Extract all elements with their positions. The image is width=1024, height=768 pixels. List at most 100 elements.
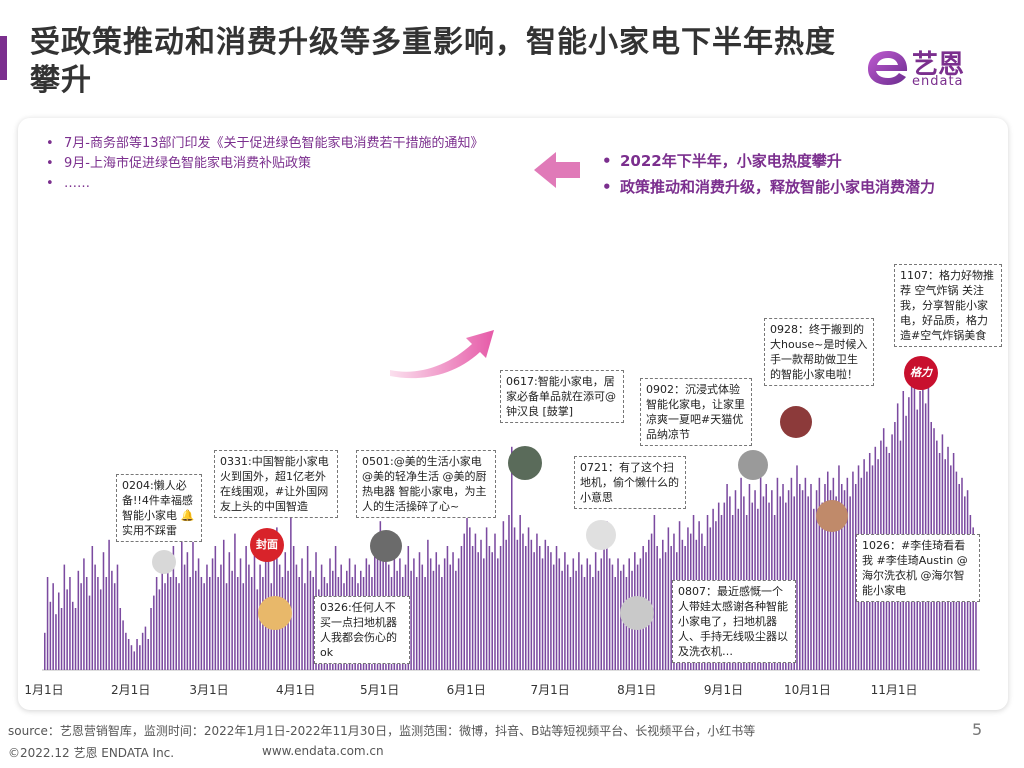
chart-bar xyxy=(854,484,857,670)
chart-bar xyxy=(91,546,94,670)
x-tick-label: 8月1日 xyxy=(617,683,656,697)
chart-bar xyxy=(55,614,57,670)
callout-0721: 0721：有了这个扫地机，偷个懒什么的小意思 xyxy=(574,456,686,509)
chart-bar xyxy=(505,539,507,670)
chart-bar xyxy=(494,533,496,670)
chart-bar xyxy=(44,632,46,670)
chart-bar xyxy=(52,583,54,670)
avatar-0928 xyxy=(780,406,812,438)
chart-bar xyxy=(488,546,491,670)
chart-bar xyxy=(810,484,812,670)
chart-bar xyxy=(172,546,175,670)
chart-bar xyxy=(524,546,527,670)
chart-bar xyxy=(852,471,854,670)
chart-bar xyxy=(818,477,821,670)
chart-bar xyxy=(164,583,166,670)
chart-bar xyxy=(253,552,256,670)
chart-bar xyxy=(586,558,589,670)
chart-bar xyxy=(63,564,66,670)
chart-bar xyxy=(158,589,161,670)
chart-bar xyxy=(558,558,561,670)
chart-bar xyxy=(446,546,449,670)
x-axis-ticks: 1月1日 2月1日 3月1日 4月1日 5月1日 6月1日 7月1日 8月1日 9月1日 10月1… xyxy=(24,683,917,697)
chart-bar xyxy=(600,558,603,670)
chart-bar xyxy=(578,552,580,670)
avatar-0902 xyxy=(738,450,768,480)
chart-bar xyxy=(821,502,823,670)
chart-bar xyxy=(614,577,617,670)
chart-bar xyxy=(474,533,477,670)
chart-bar xyxy=(838,465,840,670)
chart-bar xyxy=(566,564,569,670)
endata-logo-icon xyxy=(868,51,908,85)
chart-bar xyxy=(105,577,108,670)
callout-0807: 0807：最近感慨一个人带娃太感谢各种智能小家电了，扫地机器人、手持无线吸尘器以… xyxy=(672,580,796,663)
chart-bar xyxy=(133,651,136,670)
summary-point-1: 2022年下半年，小家电热度攀升 xyxy=(600,148,1000,174)
avatar-0326 xyxy=(258,596,292,630)
chart-bar xyxy=(236,577,239,670)
chart-bar xyxy=(206,564,208,670)
chart-bar xyxy=(298,577,301,670)
chart-bar xyxy=(455,570,457,670)
chart-bar xyxy=(309,570,312,670)
chart-bar xyxy=(776,477,779,670)
title-accent-bar xyxy=(0,36,7,80)
chart-bar xyxy=(664,552,667,670)
x-tick-label: 5月1日 xyxy=(360,683,399,697)
chart-bar xyxy=(195,570,197,670)
chart-bar xyxy=(85,577,88,670)
chart-bar xyxy=(765,484,768,670)
endata-logo: 艺恩 endata xyxy=(866,44,996,92)
chart-bar xyxy=(225,583,228,670)
chart-bar xyxy=(502,521,505,670)
chart-bar xyxy=(220,564,222,670)
avatar-0721 xyxy=(586,520,616,550)
chart-bar xyxy=(167,558,169,670)
chart-bar xyxy=(203,583,205,670)
chart-bar xyxy=(975,539,977,670)
chart-bar xyxy=(80,583,82,670)
chart-bar xyxy=(597,570,600,670)
chart-bar xyxy=(144,626,147,670)
chart-bar xyxy=(840,484,843,670)
chart-bar xyxy=(113,583,116,670)
chart-bar xyxy=(122,620,124,670)
chart-bar xyxy=(200,577,203,670)
page-title: 受政策推动和消费升级等多重影响，智能小家电下半年热度攀升 xyxy=(30,25,836,98)
chart-bar xyxy=(759,471,762,670)
avatar-0807 xyxy=(620,596,654,630)
chart-bar xyxy=(77,570,80,670)
chart-bar xyxy=(181,533,183,670)
chart-bar xyxy=(60,608,63,670)
chart-bar xyxy=(234,533,236,670)
x-tick-label: 7月1日 xyxy=(530,683,569,697)
chart-bar xyxy=(516,539,519,670)
chart-bar xyxy=(796,465,798,670)
website-url: www.endata.com.cn xyxy=(262,744,384,758)
chart-bar xyxy=(617,558,619,670)
chart-bar xyxy=(256,589,259,670)
chart-bar xyxy=(175,577,177,670)
chart-bar xyxy=(108,539,110,670)
summary-point-2: 政策推动和消费升级，释放智能小家电消费潜力 xyxy=(600,174,1000,200)
uptrend-arrow-icon xyxy=(390,330,494,379)
chart-bar xyxy=(424,577,426,670)
chart-bar xyxy=(656,546,658,670)
chart-bar xyxy=(466,508,468,670)
chart-bar xyxy=(452,552,454,670)
callout-0326: 0326:任何人不买一点扫地机器人我都会伤心的ok xyxy=(314,596,410,664)
chart-bar xyxy=(801,490,804,670)
callout-1026: 1026：#李佳琦看看我 #李佳琦Austin @海尔洗衣机 @海尔智能小家电 xyxy=(856,534,980,602)
chart-bar xyxy=(552,564,555,670)
chart-bar xyxy=(748,484,751,670)
chart-bar xyxy=(139,645,141,670)
chart-bar xyxy=(902,391,905,670)
chart-bar xyxy=(141,632,144,670)
chart-bar xyxy=(292,546,295,670)
chart-bar xyxy=(410,570,412,670)
callout-0617: 0617:智能小家电，居家必备单品就在添可@钟汉良 [鼓掌] xyxy=(500,370,624,423)
chart-bar xyxy=(799,484,801,670)
x-tick-label: 1月1日 xyxy=(24,683,63,697)
chart-bar xyxy=(99,589,102,670)
